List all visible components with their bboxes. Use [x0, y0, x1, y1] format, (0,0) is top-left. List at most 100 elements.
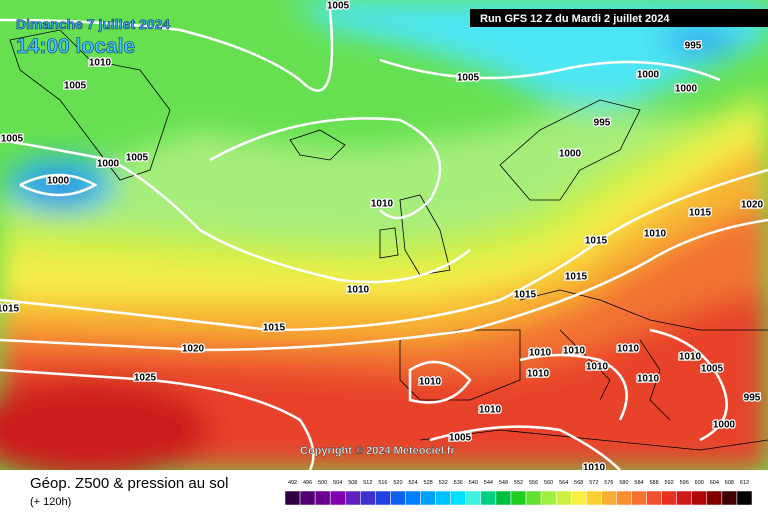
scale-swatch	[646, 490, 662, 506]
isobar-label: 1010	[529, 348, 552, 359]
scale-swatch	[450, 490, 467, 506]
scale-swatch	[299, 490, 316, 506]
scale-label: 532	[439, 480, 448, 486]
isobar-label: 1010	[617, 344, 640, 355]
scale-swatch	[736, 490, 753, 506]
isobar-label: 1015	[565, 272, 588, 283]
scale-label: 600	[695, 480, 704, 486]
scale-swatch	[616, 490, 632, 506]
isobar-label: 1025	[134, 373, 157, 384]
isobar-label: 1015	[514, 290, 537, 301]
scale-label: 576	[604, 480, 613, 486]
scale-swatch	[480, 490, 497, 506]
scale-swatch	[631, 490, 647, 506]
isobar-label: 1010	[563, 346, 586, 357]
isobar-label: 1005	[64, 81, 87, 92]
scale-swatch	[405, 490, 421, 506]
scale-label: 544	[484, 480, 493, 486]
isobar-label: 1000	[637, 70, 660, 81]
scale-label: 524	[408, 480, 417, 486]
scale-label: 496	[303, 480, 312, 486]
isobars	[0, 9, 768, 471]
isobar-label: 1020	[741, 200, 764, 211]
scale-swatch	[691, 490, 708, 506]
scale-swatch	[495, 490, 512, 506]
scale-label: 556	[529, 480, 538, 486]
isobar-label: 1010	[419, 377, 442, 388]
scale-swatch	[345, 490, 361, 506]
scale-swatch	[390, 490, 406, 506]
isobar-label: 1000	[675, 84, 698, 95]
isobar-label: 1000	[559, 149, 582, 160]
scale-label: 584	[634, 480, 643, 486]
coastlines	[9, 29, 768, 451]
isobar-label: 1000	[97, 159, 120, 170]
isobar-label: 1010	[527, 369, 550, 380]
scale-label: 516	[378, 480, 387, 486]
scale-swatch	[570, 490, 587, 506]
scale-label: 492	[288, 480, 297, 486]
scale-swatch	[420, 490, 436, 506]
scale-swatch	[329, 490, 346, 506]
forecast-date: Dimanche 7 juillet 2024	[16, 16, 170, 32]
isobar-label: 1005	[327, 1, 350, 12]
scale-swatch	[661, 490, 677, 506]
scale-swatch	[555, 490, 572, 506]
scale-label: 540	[469, 480, 478, 486]
forecast-time: 14:00 locale	[16, 35, 135, 58]
scale-label: 568	[574, 480, 583, 486]
scale-label: 508	[348, 480, 357, 486]
copyright: Copyright © 2024 Meteociel.fr	[300, 445, 456, 457]
scale-swatch	[525, 490, 542, 506]
scale-swatch	[721, 490, 738, 506]
isobar-label: 995	[685, 41, 702, 52]
isobar-label: 1015	[689, 208, 712, 219]
scale-swatch	[510, 490, 527, 506]
scale-swatch	[706, 490, 723, 506]
isobar-label: 1010	[644, 229, 667, 240]
scale-swatch	[284, 490, 301, 506]
scale-label: 512	[363, 480, 372, 486]
footer-lead: (+ 120h)	[30, 496, 71, 508]
isobar-label: 1010	[371, 199, 394, 210]
isobar-label: 1020	[182, 344, 205, 355]
scale-label: 604	[710, 480, 719, 486]
isobar-label: 1005	[126, 153, 149, 164]
scale-label: 580	[619, 480, 628, 486]
scale-label: 572	[589, 480, 598, 486]
scale-label: 612	[740, 480, 749, 486]
scale-label: 520	[393, 480, 402, 486]
scale-swatch	[375, 490, 391, 506]
scale-swatch	[465, 490, 482, 506]
isobar-label: 1010	[586, 362, 609, 373]
isobar-label: 1005	[457, 73, 480, 84]
isobar-label: 1000	[713, 420, 736, 431]
color-scale: 492 496 500 504 508 512 516 520 524 528 532 536 540 5…	[284, 480, 753, 506]
isobar-label: 1005	[701, 364, 724, 375]
isobar-label: 1010	[479, 405, 502, 416]
run-info: Run GFS 12 Z du Mardi 2 juillet 2024	[480, 13, 670, 25]
isobar-label: 1010	[347, 285, 370, 296]
scale-label: 500	[318, 480, 327, 486]
scale-label: 608	[725, 480, 734, 486]
isobar-label: 1000	[47, 176, 70, 187]
scale-swatch	[676, 490, 692, 506]
scale-label: 560	[544, 480, 553, 486]
scale-label: 588	[649, 480, 658, 486]
scale-label: 528	[424, 480, 433, 486]
field	[0, 0, 768, 480]
scale-label: 596	[680, 480, 689, 486]
footer-title: Géop. Z500 & pression au sol	[30, 475, 228, 492]
scale-swatch	[360, 490, 376, 506]
scale-label: 552	[514, 480, 523, 486]
scale-swatch	[601, 490, 617, 506]
scale-label: 504	[333, 480, 342, 486]
scale-swatch	[314, 490, 331, 506]
scale-label: 548	[499, 480, 508, 486]
isobar-label: 1010	[637, 374, 660, 385]
isobar-label: 1010	[679, 352, 702, 363]
isobar-label: 1005	[449, 433, 472, 444]
isobar-label: 1015	[263, 323, 286, 334]
